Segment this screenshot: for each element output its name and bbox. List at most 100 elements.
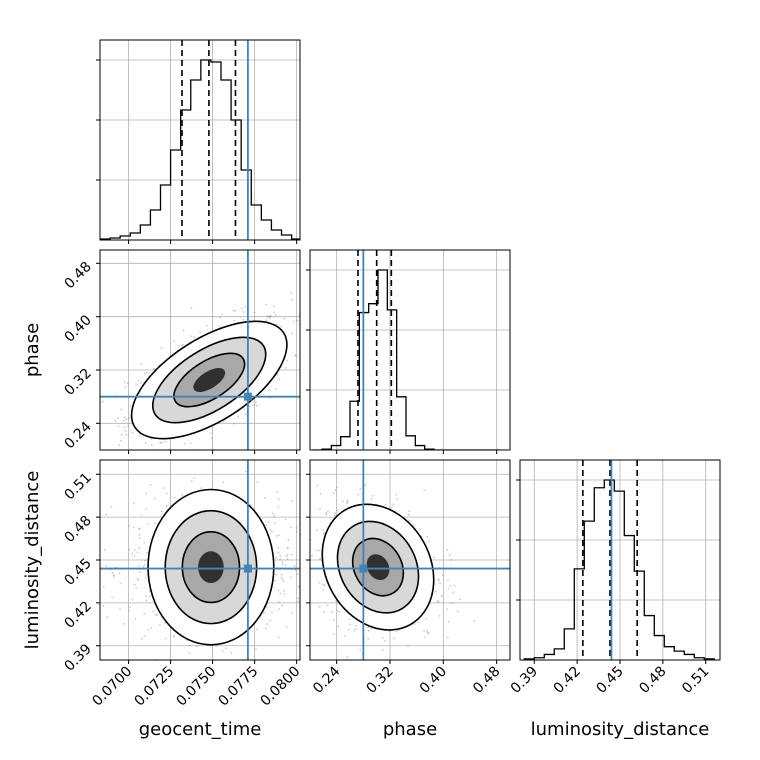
scatter-point — [114, 419, 117, 422]
scatter-point — [144, 442, 147, 445]
scatter-point — [371, 494, 374, 497]
scatter-point — [123, 426, 126, 429]
x-tick-label-luminosity-distance: 0.42 — [551, 664, 584, 697]
scatter-point — [438, 579, 441, 582]
scatter-point — [190, 480, 193, 483]
scatter-point — [408, 510, 411, 513]
scatter-point — [473, 620, 476, 622]
scatter-point — [347, 629, 350, 631]
scatter-point — [102, 604, 104, 607]
scatter-point — [286, 558, 289, 560]
scatter-point — [319, 378, 321, 380]
scatter-point — [145, 492, 148, 495]
scatter-point — [139, 571, 142, 574]
scatter-point — [323, 600, 325, 602]
x-tick-label-geocent-time: 0.0800 — [258, 664, 304, 710]
scatter-point — [419, 528, 421, 531]
scatter-point — [152, 368, 155, 370]
scatter-point — [456, 610, 459, 613]
histogram-luminosity-distance — [523, 479, 715, 660]
scatter-point — [283, 317, 286, 320]
scatter-point — [293, 320, 295, 323]
scatter-point — [273, 515, 276, 517]
scatter-point — [302, 573, 304, 575]
scatter-point — [341, 500, 344, 503]
scatter-point — [447, 587, 450, 590]
scatter-point — [273, 311, 276, 314]
scatter-point — [252, 403, 254, 406]
scatter-point — [452, 602, 454, 604]
scatter-point — [166, 455, 168, 457]
scatter-point — [407, 644, 409, 647]
x-tick-label-luminosity-distance: 0.51 — [679, 664, 712, 697]
scatter-point — [277, 600, 280, 603]
scatter-point — [110, 505, 113, 508]
scatter-point — [141, 637, 143, 640]
scatter-point — [142, 565, 145, 568]
scatter-point — [256, 404, 258, 407]
scatter-point — [295, 526, 298, 529]
scatter-point — [294, 355, 297, 357]
scatter-point — [137, 380, 140, 382]
scatter-point — [305, 577, 307, 579]
scatter-point — [237, 415, 239, 418]
y-tick-label-phase: 0.48 — [61, 259, 94, 292]
scatter-point — [337, 625, 340, 628]
scatter-point — [263, 497, 266, 499]
scatter-point — [164, 637, 167, 640]
labels-layer: geocent_time phase luminosity_distance p… — [22, 323, 709, 740]
scatter-point — [111, 571, 114, 574]
x-tick-label-geocent-time: 0.0750 — [173, 664, 219, 710]
scatter-point — [234, 309, 237, 312]
x-tick-label-geocent-time: 0.0725 — [131, 664, 177, 710]
scatter-point — [120, 408, 123, 411]
scatter-point — [264, 524, 267, 526]
scatter-point — [448, 554, 451, 557]
scatter-point — [408, 519, 411, 522]
scatter-point — [256, 628, 258, 631]
scatter-point — [279, 476, 281, 478]
scatter-point — [423, 629, 425, 632]
scatter-point — [318, 549, 321, 552]
scatter-point — [291, 518, 293, 520]
scatter-point — [128, 524, 131, 527]
scatter-point — [427, 632, 430, 635]
scatter-point — [307, 533, 309, 535]
scatter-point — [136, 551, 139, 554]
scatter-point — [291, 500, 294, 502]
scatter-point — [449, 559, 452, 561]
scatter-point — [359, 649, 362, 652]
x-axis-label-phase: phase — [383, 719, 437, 740]
scatter-point — [242, 311, 245, 313]
scatter-point — [159, 441, 162, 444]
density-luminosity-distance-vs-phase — [321, 503, 435, 631]
scatter-point — [306, 501, 308, 503]
scatter-point — [140, 451, 142, 453]
scatter-point — [357, 493, 360, 496]
scatter-point — [291, 298, 294, 301]
scatter-point — [128, 548, 131, 551]
y-tick-label-luminosity-distance: 0.51 — [61, 470, 94, 503]
scatter-point — [319, 557, 322, 560]
scatter-point — [327, 510, 329, 513]
scatter-point — [413, 623, 416, 625]
scatter-point — [301, 360, 303, 362]
scatter-point — [280, 325, 282, 328]
scatter-point — [319, 439, 321, 441]
scatter-point — [280, 576, 283, 579]
scatter-point — [67, 415, 69, 417]
scatter-point — [145, 371, 148, 374]
scatter-point — [277, 506, 280, 509]
scatter-point — [116, 483, 118, 485]
x-tick-label-phase: 0.40 — [417, 664, 450, 697]
scatter-point — [396, 498, 399, 501]
scatter-point — [180, 344, 183, 347]
x-tick-label-luminosity-distance: 0.39 — [508, 664, 541, 697]
scatter-point — [285, 366, 287, 369]
scatter-point — [255, 648, 257, 651]
scatter-point — [146, 523, 149, 525]
y-axis-label-phase: phase — [22, 323, 43, 377]
scatter-point — [173, 339, 176, 342]
scatter-point — [128, 606, 131, 609]
